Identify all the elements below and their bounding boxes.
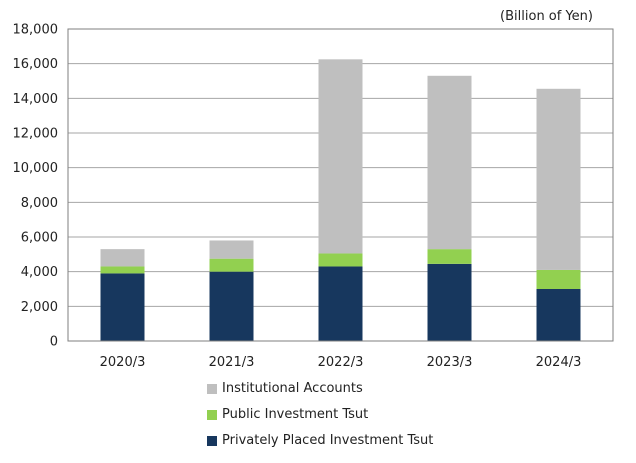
x-tick-label: 2020/3 — [100, 355, 146, 370]
bar-segment — [209, 271, 254, 341]
bar-segment — [427, 75, 472, 250]
x-tick-label: 2022/3 — [318, 355, 364, 370]
bar-segment — [209, 258, 254, 272]
y-tick-label: 0 — [50, 335, 58, 350]
bar-segment — [318, 59, 363, 254]
bar-segment — [209, 240, 254, 259]
legend-label-institutional-accounts: Institutional Accounts — [222, 381, 363, 396]
bar-segment — [100, 249, 145, 267]
plot-area-border — [67, 28, 614, 342]
bar-segment — [100, 266, 145, 274]
y-tick-label: 8,000 — [21, 196, 58, 211]
y-tick-label: 4,000 — [21, 265, 58, 280]
bar-segment — [318, 266, 363, 341]
legend: Institutional Accounts Public Investment… — [207, 382, 433, 460]
x-tick-label: 2024/3 — [536, 355, 582, 370]
y-tick-label: 18,000 — [13, 23, 59, 38]
y-tick-label: 16,000 — [13, 57, 59, 72]
bar-segment — [427, 263, 472, 341]
x-tick-label: 2021/3 — [209, 355, 255, 370]
legend-swatch-institutional-accounts — [207, 383, 217, 394]
legend-label-public-investment: Public Investment Tsut — [222, 407, 369, 422]
legend-item-institutional-accounts: Institutional Accounts — [207, 382, 433, 395]
bar-segment — [318, 253, 363, 267]
bars — [100, 59, 581, 341]
axes: 0 2,000 4,000 6,000 8,000 10,000 12,000 14,000 1… — [13, 23, 614, 370]
legend-label-privately-placed: Privately Placed Investment Tsut — [222, 433, 434, 448]
bar-segment — [536, 269, 581, 289]
y-tick-label: 14,000 — [13, 92, 59, 107]
bar-segment — [427, 249, 472, 264]
y-tick-label: 2,000 — [21, 300, 58, 315]
x-tick-label: 2023/3 — [427, 355, 473, 370]
legend-item-public-investment: Public Investment Tsut — [207, 408, 433, 421]
legend-swatch-privately-placed — [207, 435, 217, 446]
unit-label: (Billion of Yen) — [500, 9, 593, 24]
bar-segment — [100, 273, 145, 341]
y-tick-label: 10,000 — [13, 161, 59, 176]
y-tick-label: 12,000 — [13, 127, 59, 142]
bar-segment — [536, 88, 581, 270]
bar-segment — [536, 289, 581, 341]
y-tick-label: 6,000 — [21, 231, 58, 246]
legend-item-privately-placed: Privately Placed Investment Tsut — [207, 434, 433, 447]
legend-swatch-public-investment — [207, 409, 217, 420]
